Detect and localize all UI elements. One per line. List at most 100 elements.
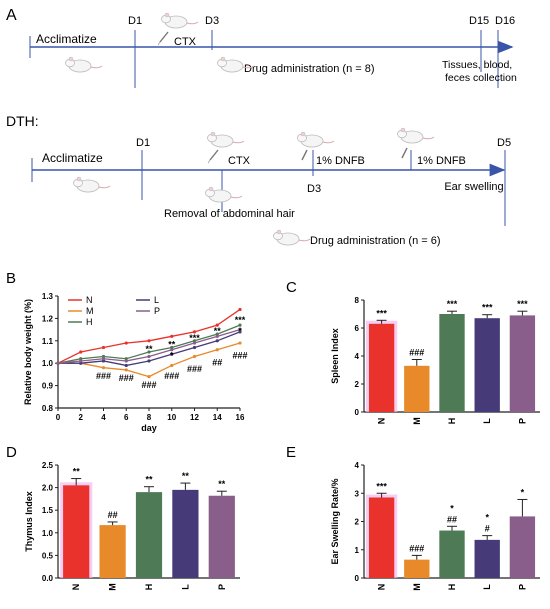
data-point-M	[101, 366, 106, 370]
data-point-N	[147, 339, 151, 343]
panel-dth-timeline: DTH: D1 D3 D5 Acclimatize CTX 1% DNFB 1%…	[6, 113, 511, 247]
data-point-N	[79, 350, 83, 354]
data-point-L	[215, 339, 219, 343]
y-tick-label: 4	[355, 461, 360, 470]
data-point-M	[147, 375, 151, 379]
y-tick-label: 3	[355, 489, 360, 498]
rat-icon	[397, 127, 435, 144]
legend-label-L: L	[154, 295, 159, 305]
dropper-icon	[401, 147, 408, 159]
significance-label: **	[168, 340, 176, 350]
dth-removal: Removal of abdominal hair	[164, 208, 295, 220]
x-tick-label: 10	[167, 413, 176, 422]
data-point-P	[147, 354, 151, 359]
panel-b-letter: B	[6, 270, 16, 287]
rat-icon	[65, 56, 103, 73]
data-point-P	[79, 359, 83, 363]
bar-P	[509, 315, 536, 412]
category-label: N	[377, 418, 387, 425]
syringe-icon	[207, 149, 219, 164]
significance-label: #	[485, 524, 490, 534]
significance-label: ***	[517, 299, 528, 309]
category-label: L	[482, 418, 492, 424]
data-point-L	[192, 345, 197, 350]
chart-body-weight: B 0.8 0.9 1.0 1.1 1.2 1.3 0 2 4 6 8 10 12 14 16 day Rela…	[6, 270, 248, 433]
dth-marker-d1: D1	[136, 137, 150, 149]
rat-icon	[205, 186, 243, 203]
significance-label: ***	[189, 333, 200, 343]
data-point-P	[170, 348, 174, 352]
data-point-N	[192, 330, 197, 334]
data-point-H	[79, 357, 83, 361]
category-label: N	[71, 584, 81, 591]
y-tick-label: 1.2	[42, 314, 54, 323]
data-point-H	[170, 345, 174, 350]
category-label: P	[217, 584, 227, 590]
bar-N	[63, 485, 90, 578]
data-point-L	[238, 330, 242, 334]
data-point-M	[238, 341, 242, 345]
panel-a-marker-d15: D15	[469, 15, 489, 27]
y-axis-label: Ear Swelling Rate/%	[330, 478, 340, 564]
significance-label: ###	[409, 348, 424, 358]
category-label: L	[482, 584, 492, 590]
data-point-H	[147, 350, 151, 354]
rat-icon	[161, 12, 199, 29]
y-tick-label: 0.5	[42, 551, 54, 560]
category-label: L	[180, 584, 190, 590]
significance-label: ***	[235, 315, 246, 325]
data-point-L	[124, 363, 128, 368]
significance-label: **	[182, 471, 190, 481]
significance-label: *	[450, 503, 454, 513]
significance-label: ***	[376, 481, 387, 491]
bar-P	[509, 516, 536, 578]
dropper-icon	[301, 149, 308, 161]
y-tick-label: 1.5	[42, 506, 54, 515]
panel-a-letter: A	[6, 7, 17, 24]
syringe-icon	[157, 31, 169, 46]
x-tick-label: 14	[213, 413, 222, 422]
panel-e-letter: E	[286, 444, 296, 461]
category-label: H	[447, 584, 457, 591]
chart-thymus-index: D 0.0 0.5 1.0 1.5 2.0 2.5 Thymus Index N ** M ## H *…	[6, 444, 240, 591]
y-axis-label: Spleen Index	[330, 328, 340, 384]
significance-label: ##	[212, 357, 222, 367]
data-point-P	[192, 341, 197, 345]
y-tick-label: 1.0	[42, 529, 54, 538]
data-point-H	[238, 323, 242, 327]
x-tick-label: 12	[190, 413, 199, 422]
data-point-N	[215, 323, 219, 327]
x-tick-label: 2	[79, 413, 84, 422]
data-point-M	[215, 348, 219, 352]
data-point-N	[124, 341, 128, 345]
y-tick-label: 2	[355, 380, 360, 389]
significance-label: *	[521, 487, 525, 497]
data-point-L	[147, 359, 151, 363]
rat-icon	[73, 176, 111, 193]
dth-drug: Drug administration (n = 6)	[310, 235, 441, 247]
legend-label-H: H	[86, 317, 93, 327]
y-tick-label: 0	[355, 574, 360, 583]
y-tick-label: 0.8	[42, 404, 54, 413]
x-tick-label: 16	[236, 413, 245, 422]
dth-dnfb-2: 1% DNFB	[417, 155, 466, 167]
dth-marker-d3: D3	[307, 183, 321, 195]
significance-label: **	[145, 475, 153, 485]
data-point-P	[238, 328, 242, 332]
y-tick-label: 1	[355, 546, 360, 555]
dth-dnfb-1: 1% DNFB	[316, 155, 365, 167]
category-label: M	[108, 583, 118, 591]
panel-a-timeline: A D1 D3 D15 D16 Acclimatize CTX Drug adm…	[6, 7, 517, 88]
significance-label: *	[485, 513, 489, 523]
panel-c-letter: C	[286, 279, 297, 296]
bar-H	[439, 314, 465, 412]
panel-a-drug: Drug administration (n = 8)	[244, 63, 375, 75]
category-label: P	[517, 418, 527, 424]
x-axis-label: day	[141, 423, 157, 433]
significance-label: ***	[447, 299, 458, 309]
bar-H	[439, 530, 465, 578]
y-tick-label: 1.3	[42, 292, 54, 301]
significance-label: ###	[141, 380, 156, 390]
y-tick-label: 2	[355, 518, 360, 527]
bar-H	[135, 492, 163, 578]
